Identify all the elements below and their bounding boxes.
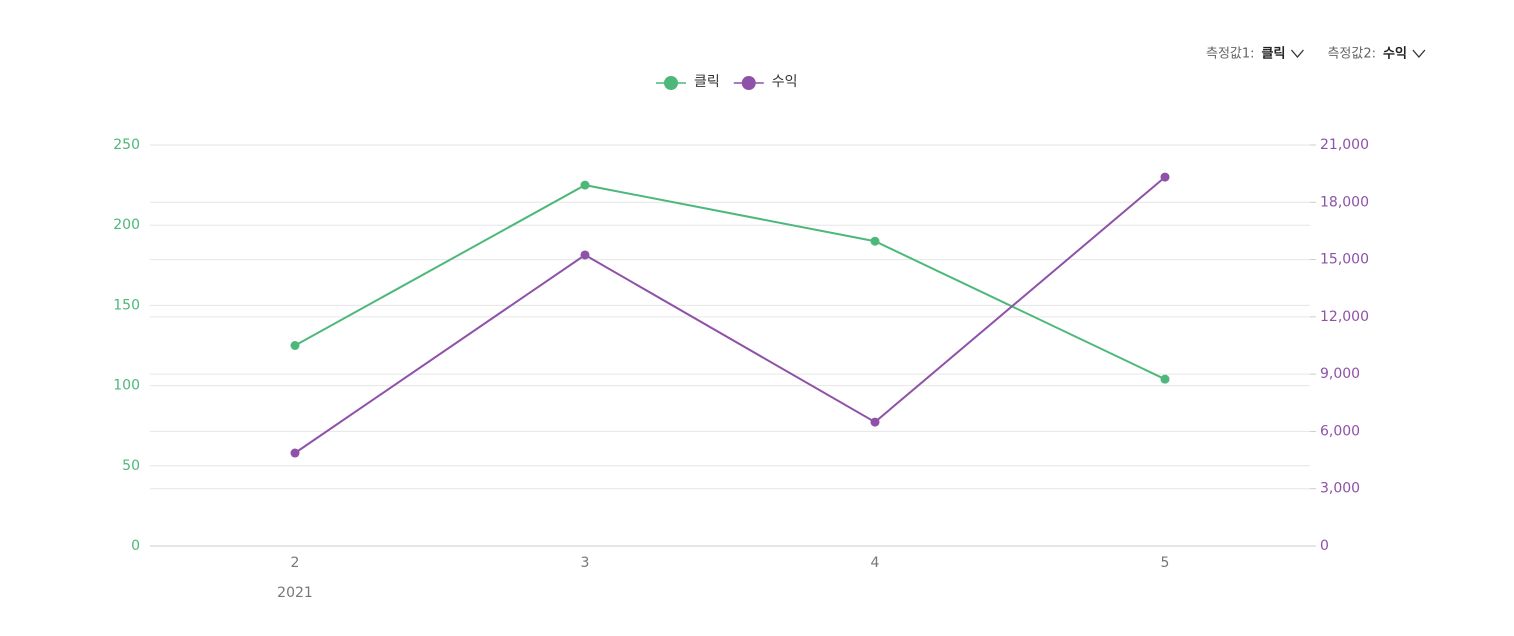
data-point — [870, 236, 880, 246]
data-point — [870, 417, 880, 427]
control-value[interactable]: 클릭 — [1262, 47, 1286, 62]
y2-tick-label: 3,000 — [1320, 481, 1360, 497]
data-point — [290, 448, 300, 458]
x-sublabel: 2021 — [277, 585, 313, 601]
data-point — [1160, 374, 1170, 384]
data-point — [580, 180, 590, 190]
y-tick-label: 150 — [113, 297, 140, 313]
dropdown-chevron[interactable] — [1412, 49, 1426, 58]
legend-label[interactable]: 수익 — [772, 74, 798, 90]
data-point — [1160, 172, 1170, 182]
y-tick-label: 50 — [122, 458, 140, 474]
control-value[interactable]: 수익 — [1383, 46, 1407, 62]
x-tick-label: 4 — [871, 555, 880, 571]
control-label[interactable]: 측정값2: — [1327, 47, 1376, 62]
y-tick-label: 0 — [131, 538, 140, 554]
y2-tick-label: 12,000 — [1320, 309, 1369, 325]
control-label[interactable]: 측정값1: — [1206, 47, 1255, 62]
data-point — [580, 250, 590, 260]
x-tick-label: 3 — [581, 555, 590, 571]
legend-marker[interactable] — [741, 76, 756, 90]
y2-tick-label: 0 — [1320, 538, 1329, 554]
y2-tick-label: 21,000 — [1320, 137, 1369, 153]
data-point — [290, 341, 300, 350]
legend-label[interactable]: 클릭 — [694, 74, 720, 90]
y2-tick-label: 15,000 — [1320, 252, 1369, 268]
x-tick-label: 2 — [291, 555, 300, 571]
x-tick-label: 5 — [1161, 555, 1170, 571]
y-tick-label: 100 — [113, 378, 140, 394]
y-tick-label: 200 — [113, 217, 140, 233]
dropdown-chevron[interactable] — [1290, 49, 1304, 58]
legend-marker[interactable] — [664, 76, 678, 90]
y-tick-label: 250 — [113, 137, 140, 153]
series-line — [294, 184, 1166, 381]
y2-tick-label: 18,000 — [1320, 194, 1369, 210]
series-line — [294, 176, 1166, 454]
y2-tick-label: 6,000 — [1320, 423, 1360, 439]
y2-tick-label: 9,000 — [1320, 366, 1360, 382]
